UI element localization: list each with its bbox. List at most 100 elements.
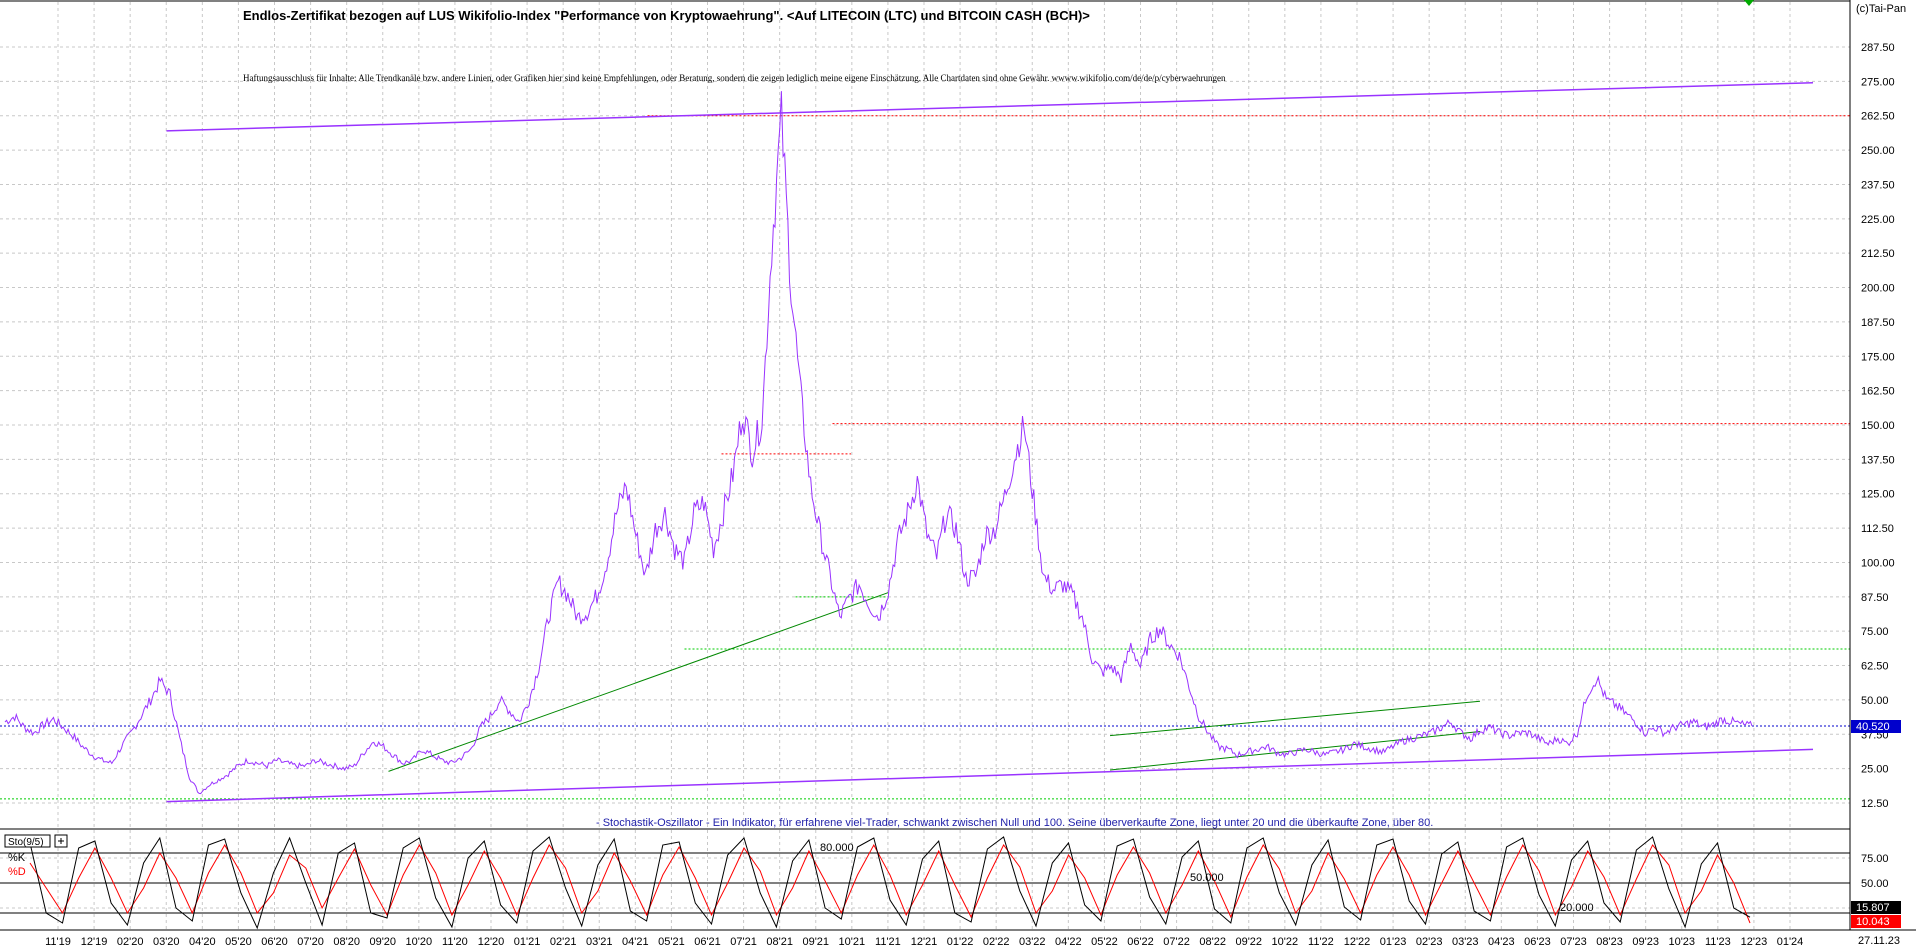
x-tick-label: 11'19 bbox=[45, 936, 71, 948]
x-tick-label: 11'20 bbox=[442, 936, 468, 948]
trendline bbox=[388, 592, 889, 772]
x-tick-label: 11'23 bbox=[1705, 936, 1731, 948]
trendlines bbox=[166, 81, 1814, 803]
x-tick-label: 02'21 bbox=[550, 936, 577, 948]
x-tick-label: 12'19 bbox=[81, 936, 108, 948]
x-tick-label: 07'23 bbox=[1560, 936, 1587, 948]
legend-k: %K bbox=[8, 852, 26, 864]
x-tick-label: 12'22 bbox=[1344, 936, 1371, 948]
x-tick-label: 06'21 bbox=[694, 936, 721, 948]
trendline bbox=[1109, 700, 1481, 737]
x-tick-label: 07'20 bbox=[297, 936, 324, 948]
y-tick-label: 75.00 bbox=[1861, 626, 1889, 638]
grid bbox=[0, 2, 1850, 929]
x-tick-label: 03'23 bbox=[1452, 936, 1479, 948]
x-tick-label: 09'22 bbox=[1235, 936, 1262, 948]
copyright-label: (c)Tai-Pan bbox=[1856, 3, 1906, 15]
y-tick-label: 287.50 bbox=[1861, 42, 1895, 54]
trendline bbox=[1109, 731, 1481, 771]
price-series bbox=[4, 91, 1753, 795]
x-tick-label: 08'23 bbox=[1596, 936, 1623, 948]
stoch-y-tick-label: 75.00 bbox=[1861, 853, 1889, 865]
x-tick-label: 05'20 bbox=[225, 936, 252, 948]
x-tick-label: 02'22 bbox=[983, 936, 1010, 948]
y-tick-label: 112.50 bbox=[1861, 523, 1894, 535]
y-tick-label: 187.50 bbox=[1861, 317, 1895, 329]
x-tick-label: 06'23 bbox=[1524, 936, 1551, 948]
x-tick-label: 12'20 bbox=[478, 936, 505, 948]
x-tick-label: 10'22 bbox=[1272, 936, 1299, 948]
stoch-level-label: 20.000 bbox=[1560, 902, 1594, 914]
y-tick-label: 137.50 bbox=[1861, 454, 1895, 466]
y-tick-label: 250.00 bbox=[1861, 145, 1895, 157]
x-tick-label: 01'22 bbox=[947, 936, 974, 948]
x-tick-label: 09'20 bbox=[369, 936, 396, 948]
x-tick-label: 01'24 bbox=[1777, 936, 1804, 948]
x-tick-label: 11'21 bbox=[875, 936, 901, 948]
x-tick-label: 03'21 bbox=[586, 936, 613, 948]
x-tick-label: 01'21 bbox=[514, 936, 541, 948]
x-tick-label: 09'23 bbox=[1632, 936, 1659, 948]
x-tick-label: 08'20 bbox=[333, 936, 360, 948]
stoch-level-label: 80.000 bbox=[820, 842, 854, 854]
price-line bbox=[4, 91, 1753, 795]
disclaimer-text: Haftungsausschluss für Inhalte: Alle Tre… bbox=[243, 73, 1226, 83]
y-tick-label: 237.50 bbox=[1861, 179, 1895, 191]
x-tick-label: 03'20 bbox=[153, 936, 180, 948]
stoch-level-label: 50.000 bbox=[1190, 872, 1224, 884]
x-tick-label: 06'20 bbox=[261, 936, 288, 948]
trendline bbox=[166, 748, 1814, 803]
k-last-tag bbox=[1851, 901, 1901, 914]
price-last-value: 40.520 bbox=[1856, 721, 1890, 733]
y-tick-label: 62.50 bbox=[1861, 661, 1889, 673]
x-tick-label: 10'21 bbox=[839, 936, 866, 948]
x-tick-label: 12'21 bbox=[911, 936, 938, 948]
x-tick-label: 09'21 bbox=[802, 936, 829, 948]
y-tick-label: 12.50 bbox=[1861, 798, 1889, 810]
d-last-value: 10.043 bbox=[1856, 916, 1890, 928]
y-tick-label: 212.50 bbox=[1861, 248, 1895, 260]
x-tick-label: 03'22 bbox=[1019, 936, 1046, 948]
stoch-k-line bbox=[29, 836, 1751, 930]
y-tick-label: 162.50 bbox=[1861, 386, 1895, 398]
y-tick-label: 125.00 bbox=[1861, 489, 1895, 501]
legend-d: %D bbox=[8, 866, 26, 878]
x-tick-label: 04'23 bbox=[1488, 936, 1515, 948]
y-tick-label: 175.00 bbox=[1861, 351, 1895, 363]
x-tick-label: 01'23 bbox=[1380, 936, 1407, 948]
x-tick-label: 08'21 bbox=[766, 936, 793, 948]
last-date-label: 27.11.23 bbox=[1858, 935, 1900, 947]
x-tick-label: 07'21 bbox=[730, 936, 757, 948]
axes: 12.5025.0037.5050.0062.5075.0087.50100.0… bbox=[45, 42, 1895, 948]
x-tick-label: 10'20 bbox=[406, 936, 433, 948]
y-tick-label: 275.00 bbox=[1861, 76, 1895, 88]
x-tick-label: 11'22 bbox=[1308, 936, 1334, 948]
stochastic-note: - Stochastik-Oszillator - Ein Indikator,… bbox=[596, 817, 1433, 829]
x-tick-label: 07'22 bbox=[1163, 936, 1190, 948]
x-tick-label: 04'22 bbox=[1055, 936, 1082, 948]
y-tick-label: 100.00 bbox=[1861, 557, 1895, 569]
stoch-y-tick-label: 50.00 bbox=[1861, 878, 1889, 890]
k-last-value: 15.807 bbox=[1856, 902, 1890, 914]
x-tick-label: 06'22 bbox=[1127, 936, 1154, 948]
y-tick-label: 262.50 bbox=[1861, 111, 1895, 123]
x-tick-label: 05'21 bbox=[658, 936, 685, 948]
x-tick-label: 05'22 bbox=[1091, 936, 1118, 948]
y-tick-label: 200.00 bbox=[1861, 283, 1895, 295]
x-tick-label: 10'23 bbox=[1668, 936, 1695, 948]
price-last-tag bbox=[1851, 720, 1901, 733]
y-tick-label: 87.50 bbox=[1861, 592, 1889, 604]
x-tick-label: 02'23 bbox=[1416, 936, 1443, 948]
stoch-d-line bbox=[29, 843, 1751, 924]
y-tick-label: 225.00 bbox=[1861, 214, 1895, 226]
trendline bbox=[166, 81, 1814, 132]
marker-icon bbox=[1744, 0, 1754, 6]
stochastic-box-label: Sto(9/5) bbox=[8, 837, 44, 848]
stochastic-legend-box[interactable] bbox=[4, 834, 51, 848]
x-tick-label: 12'23 bbox=[1741, 936, 1768, 948]
reference-lines bbox=[0, 115, 1850, 800]
d-last-tag bbox=[1851, 915, 1901, 928]
stochastic-series bbox=[29, 836, 1751, 930]
x-tick-label: 08'22 bbox=[1199, 936, 1226, 948]
